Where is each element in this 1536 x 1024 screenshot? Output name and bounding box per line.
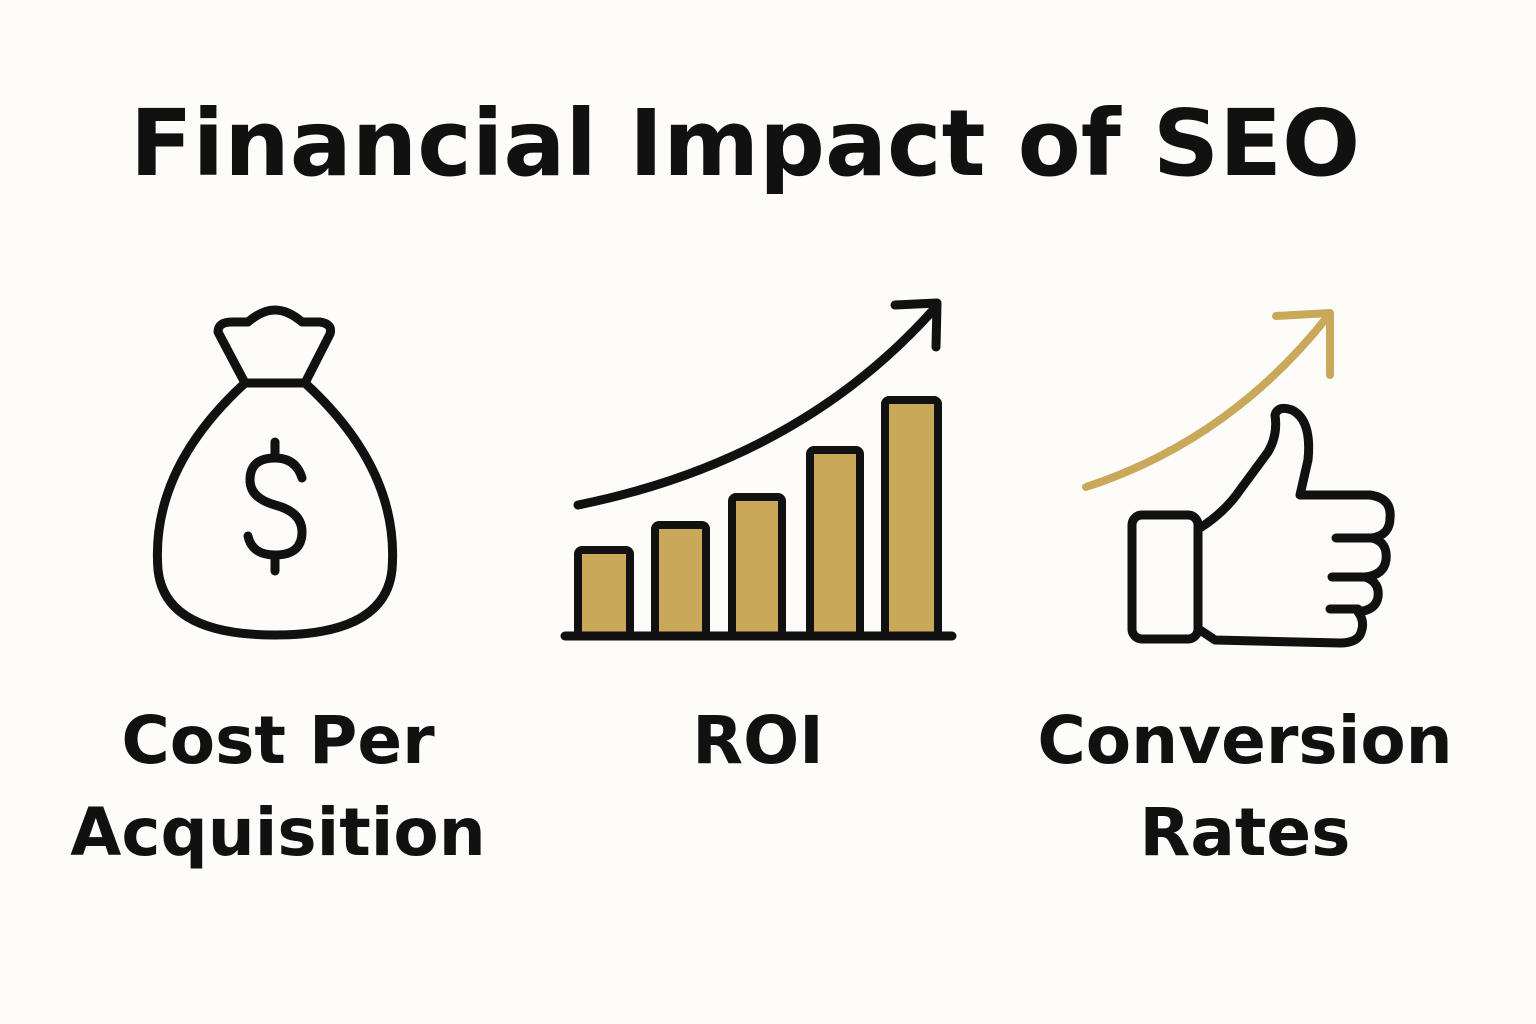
roi-chart-icon xyxy=(560,298,957,641)
item-label: Acquisition xyxy=(70,794,485,871)
item-label: Conversion xyxy=(1037,702,1452,779)
thumbs-up-icon xyxy=(1082,309,1395,648)
item-label: Rates xyxy=(1140,794,1351,871)
item-label: ROI xyxy=(692,702,823,779)
title: Financial Impact of SEO xyxy=(130,90,1360,197)
money-bag-icon xyxy=(152,305,398,640)
item-label: Cost Per xyxy=(121,702,435,779)
